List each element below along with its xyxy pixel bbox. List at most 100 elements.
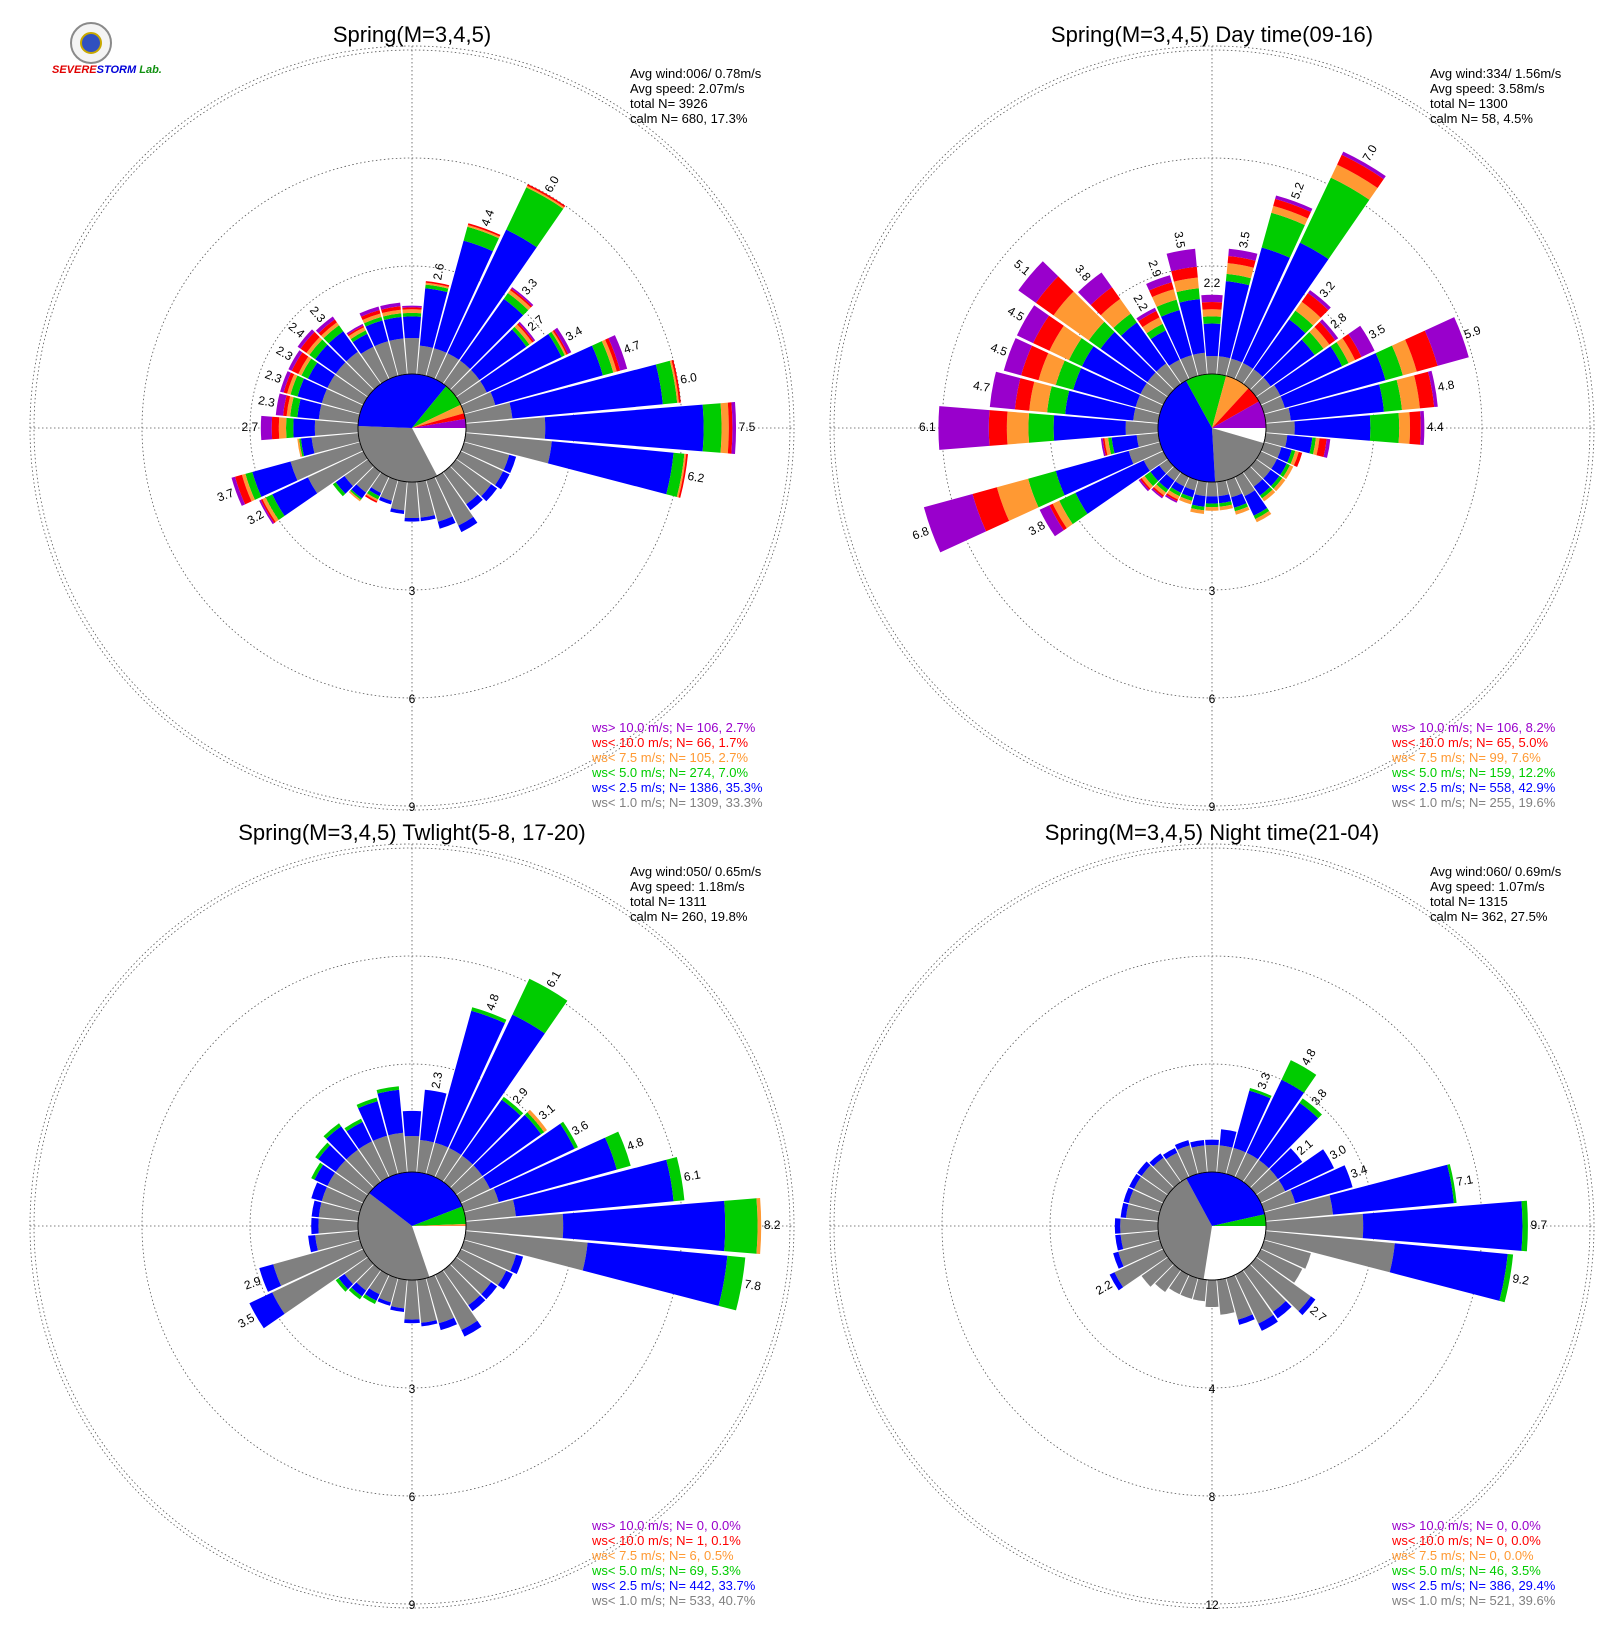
legend-entry: ws< 7.5 m/s; N= 99, 7.6% [1391, 750, 1541, 765]
bar-segment-band-4 [1152, 487, 1164, 497]
bar-segment-band-2 [323, 325, 344, 344]
bar-segment-band-2 [1225, 273, 1251, 286]
direction-bar-160 [426, 477, 456, 529]
bar-segment-band-0 [1250, 1257, 1311, 1312]
bar-segment-band-2 [344, 1118, 363, 1132]
direction-bar-290 [1123, 1187, 1163, 1212]
legend-entry: ws< 5.0 m/s; N= 46, 3.5% [1391, 1563, 1541, 1578]
direction-bar-170 [417, 480, 436, 522]
bar-segment-band-2 [383, 313, 402, 320]
bar-segment-band-1 [377, 1298, 391, 1306]
bar-segment-band-0 [327, 1172, 368, 1203]
severe-storm-lab-logo: SEVERESTORM Lab. [52, 20, 162, 82]
legend-entry: ws< 7.5 m/s; N= 6, 0.5% [591, 1548, 734, 1563]
bar-segment-band-1 [1277, 447, 1292, 463]
bar-segment-band-0 [315, 1231, 360, 1251]
bar-segment-band-1 [513, 1159, 674, 1217]
bar-segment-band-0 [1256, 1180, 1286, 1203]
bar-segment-band-2 [524, 1112, 545, 1135]
bar-segment-band-1 [1161, 310, 1192, 360]
bar-segment-band-0 [1192, 1278, 1207, 1302]
windrose-panel-1: 3 6 9 2.6 4.4 6.0 3.3 2.7 3.4 4.7 6.0 7.5 6.2 3.2 3.7 2… [29, 22, 795, 814]
bar-value-label: 4.4 [1427, 420, 1444, 434]
bar-segment-band-4 [1342, 334, 1362, 361]
bar-segment-band-1 [1081, 346, 1147, 394]
bar-segment-band-2 [245, 472, 262, 500]
bar-segment-band-0 [417, 345, 433, 376]
bar-segment-band-1 [1285, 435, 1313, 454]
bar-segment-band-2 [315, 1142, 330, 1160]
bar-segment-band-0 [1243, 466, 1263, 487]
direction-bar-150 [435, 1270, 482, 1337]
bar-segment-band-0 [1159, 459, 1174, 474]
direction-bar-360 [1201, 294, 1223, 375]
bar-segment-band-3 [1053, 291, 1105, 341]
bar-segment-band-5 [1420, 411, 1425, 445]
bar-segment-band-3 [348, 327, 366, 340]
bar-segment-band-1 [1269, 1148, 1303, 1180]
summary-line: calm N= 260, 19.8% [630, 909, 748, 924]
direction-bar-50 [450, 321, 536, 397]
ring-label: 3 [409, 584, 416, 598]
bar-segment-band-0 [1191, 1145, 1207, 1174]
bar-segment-band-2 [1176, 288, 1200, 303]
pie-slice-band-3 [412, 404, 464, 428]
bar-segment-band-1 [308, 1235, 318, 1253]
direction-bar-310 [1137, 1161, 1174, 1195]
bar-segment-band-0 [1192, 352, 1207, 376]
direction-bar-280 [311, 1200, 360, 1221]
ring-label: 6 [409, 1490, 416, 1504]
bar-segment-band-5 [923, 494, 987, 553]
direction-bar-350 [376, 1086, 407, 1174]
direction-bar-320 [315, 316, 381, 390]
bar-segment-band-1 [466, 494, 483, 511]
panel-title: Spring(M=3,4,5) [333, 22, 491, 47]
bar-segment-band-5 [1165, 494, 1178, 503]
direction-bar-140 [1243, 466, 1276, 502]
bar-segment-band-0 [335, 362, 374, 397]
bar-segment-band-2 [463, 226, 499, 252]
bar-segment-band-1 [365, 320, 389, 347]
grid-ring-outer [29, 45, 795, 811]
bar-segment-band-1 [403, 316, 421, 339]
bar-value-label: 2.6 [430, 262, 447, 281]
bar-value-label: 3.6 [569, 1118, 591, 1139]
bar-segment-band-1 [1253, 319, 1306, 377]
direction-bar-180 [404, 481, 420, 522]
bar-value-label: 6.0 [542, 173, 563, 195]
bar-segment-band-3 [362, 313, 382, 324]
direction-bar-160 [1226, 1275, 1255, 1325]
bar-value-label: 9.2 [1511, 1271, 1530, 1288]
direction-bar-250 [259, 1240, 363, 1292]
bar-segment-band-5 [315, 316, 335, 334]
bar-segment-band-0 [1180, 355, 1198, 379]
legend-entry: ws< 7.5 m/s; N= 0, 0.0% [1391, 1548, 1534, 1563]
direction-bar-30 [435, 184, 566, 384]
bar-segment-band-3 [514, 324, 533, 345]
direction-bar-130 [1250, 1257, 1316, 1316]
bar-segment-band-2 [1330, 342, 1349, 367]
bar-value-label: 4.7 [972, 378, 991, 395]
direction-bar-90 [1265, 411, 1425, 445]
bar-segment-band-4 [291, 352, 309, 374]
bar-segment-band-0 [1261, 396, 1285, 414]
bar-value-label: 6.1 [543, 968, 564, 990]
bar-segment-band-3 [526, 185, 565, 209]
bar-segment-band-3 [382, 309, 402, 317]
bar-segment-band-1 [1237, 1314, 1255, 1325]
bar-segment-band-2 [501, 1096, 524, 1116]
bar-segment-band-2 [1180, 493, 1193, 501]
direction-bar-90 [1265, 1200, 1528, 1252]
direction-bar-120 [1256, 1249, 1303, 1283]
bar-segment-band-1 [1280, 353, 1386, 408]
bar-segment-band-5 [1319, 319, 1339, 341]
bar-value-label: 2.9 [1145, 258, 1164, 279]
bar-value-label: 3.5 [1366, 321, 1388, 342]
bar-segment-band-2 [1088, 321, 1115, 349]
bar-segment-band-0 [369, 1270, 389, 1295]
summary-line: Avg wind:050/ 0.65m/s [630, 864, 762, 879]
direction-bar-230 [332, 459, 374, 497]
direction-bar-230 [1141, 1257, 1174, 1287]
bar-segment-band-4 [1102, 438, 1108, 456]
bar-segment-band-0 [321, 389, 363, 414]
